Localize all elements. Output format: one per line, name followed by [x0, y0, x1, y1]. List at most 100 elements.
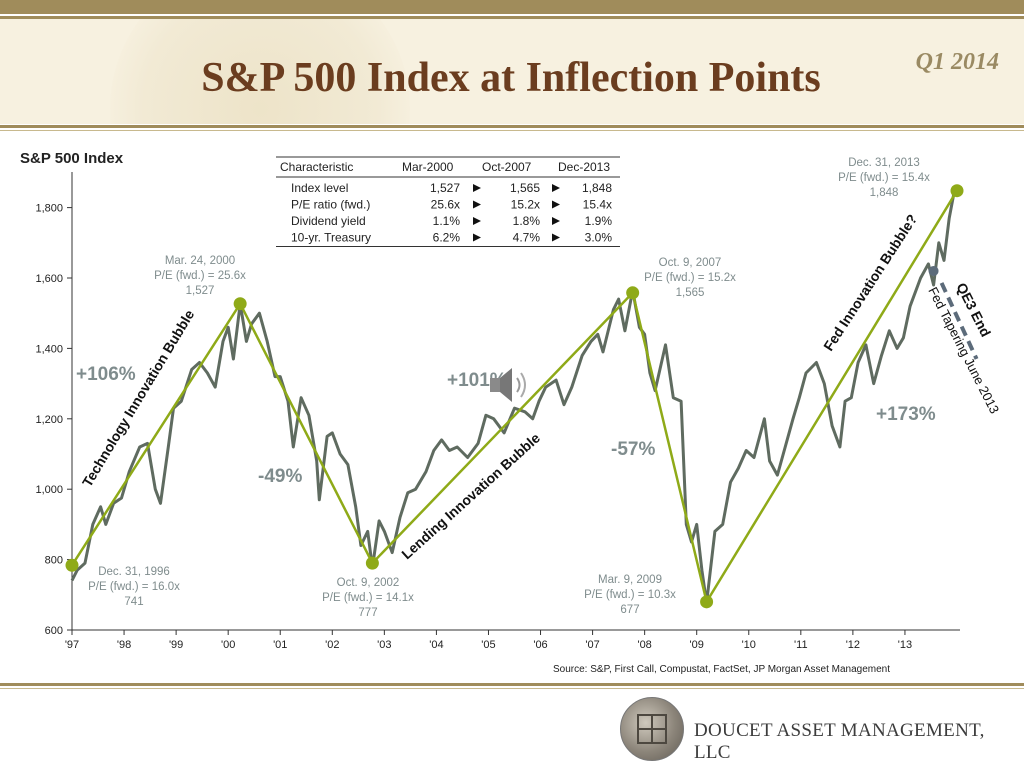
header-rule [0, 125, 1024, 128]
inflection-point-marker [65, 558, 79, 572]
x-tick-label: '09 [690, 639, 704, 651]
table-cell: 15.2x [511, 198, 540, 212]
slide-header: Q1 2014 [0, 19, 1024, 124]
table-cell: 1.1% [433, 214, 461, 228]
y-tick-label: 800 [45, 555, 63, 567]
company-coin-logo [620, 697, 684, 761]
table-arrow-icon [473, 233, 481, 242]
trend-line [70, 190, 959, 606]
inflection-point-marker [233, 297, 247, 311]
x-tick-label: '10 [742, 639, 756, 651]
table-cell: 1.9% [585, 214, 613, 228]
quarter-label: Q1 2014 [915, 49, 999, 75]
pct-49-label: -49% [258, 466, 302, 487]
table-cell: 10-yr. Treasury [291, 231, 371, 245]
table-header-characteristic: Characteristic [280, 160, 353, 174]
footer-rule [0, 683, 1024, 686]
inflection-callout-line: 1,848 [870, 187, 899, 199]
pct-173-label: +173% [876, 404, 936, 425]
inflection-callout-line: Mar. 9, 2009 [598, 574, 662, 586]
table-cell: 1.8% [513, 214, 541, 228]
table-cell: 1,848 [582, 181, 612, 195]
slide-title: S&P 500 Index at Inflection Points [0, 54, 1024, 102]
speaker-icon-body [490, 378, 500, 392]
table-cell: 25.6x [431, 198, 460, 212]
inflection-callout-line: P/E (fwd.) = 15.2x [644, 272, 736, 284]
qe3-marker-dot [928, 265, 939, 276]
x-tick-label: '05 [481, 639, 495, 651]
percent-annotations: +106% -49% +101% -57% +173% [76, 364, 936, 487]
inflection-callout-line: Mar. 24, 2000 [165, 255, 235, 267]
speaker-icon-wave [516, 377, 521, 393]
table-rows: Index level 1,527 1,565 1,848 P/E ratio (fwd… [276, 181, 620, 247]
slide-title-text: S&P 500 Index at Inflection Points [201, 55, 821, 101]
index-series [70, 190, 956, 605]
inflection-point-marker [626, 286, 640, 300]
y-tick-label: 1,400 [35, 343, 63, 355]
table-cell: 6.2% [433, 231, 461, 245]
y-tick-label: 1,800 [35, 203, 63, 215]
x-tick-label: '11 [794, 639, 808, 651]
y-axis: 600 800 1,000 1,200 1,400 1,600 1,800 [35, 172, 73, 637]
company-name: DOUCET ASSET MANAGEMENT, LLC [694, 720, 985, 763]
table-arrow-icon [552, 217, 560, 225]
chart-title: S&P 500 Index [20, 150, 124, 167]
table-cell: 4.7% [513, 231, 541, 245]
sp500-chart: S&P 500 Index 600 800 1,000 1,200 1,400 1,600… [20, 150, 1002, 675]
index-line [70, 190, 956, 605]
inflection-point-marker [365, 556, 379, 570]
inflection-callout-line: 741 [124, 596, 143, 608]
table-arrow-icon [473, 200, 481, 209]
table-cell: 1,527 [430, 181, 460, 195]
inflection-callout-line: Dec. 31, 1996 [98, 566, 170, 578]
pct-106-label: +106% [76, 364, 136, 385]
speaker-icon-wave-outer [520, 372, 526, 398]
speaker-icon-cone [500, 368, 512, 402]
x-tick-label: '97 [65, 639, 79, 651]
footer-rule-thin [0, 688, 1024, 689]
x-tick-label: '07 [585, 639, 599, 651]
table-arrow-icon [552, 200, 560, 209]
x-tick-label: '04 [429, 639, 443, 651]
top-accent-line [0, 16, 1024, 19]
inflection-callout-line: P/E (fwd.) = 16.0x [88, 581, 180, 593]
table-cell: 15.4x [583, 198, 612, 212]
x-tick-label: '02 [325, 639, 339, 651]
table-cell: 1,565 [510, 181, 540, 195]
table-cell: Index level [291, 181, 348, 195]
inflection-markers: Dec. 31, 1996 P/E (fwd.) = 16.0x 741 Mar. 2… [65, 157, 964, 619]
comparison-table: Characteristic Mar-2000 Oct-2007 Dec-201… [276, 156, 620, 247]
coin-cross-emblem [637, 714, 667, 744]
inflection-callout-line: P/E (fwd.) = 14.1x [322, 592, 414, 604]
pct-57-label: -57% [611, 439, 655, 460]
qe3-dashed-arrow [939, 282, 979, 360]
top-accent-bar [0, 0, 1024, 14]
header-watermark [110, 19, 410, 124]
x-tick-label: '13 [898, 639, 912, 651]
y-tick-label: 1,600 [35, 273, 63, 285]
table-cell: 3.0% [585, 231, 613, 245]
table-arrow-icon [473, 217, 481, 225]
table-arrow-icon [552, 184, 560, 192]
x-tick-label: '06 [533, 639, 547, 651]
x-tick-label: '01 [273, 639, 287, 651]
inflection-callout-line: 1,527 [186, 285, 215, 297]
lending-bubble-label: Lending Innovation Bubble [398, 429, 543, 562]
y-tick-label: 1,000 [35, 484, 63, 496]
x-tick-label: '08 [637, 639, 651, 651]
y-tick-label: 1,200 [35, 414, 63, 426]
x-ticks: '97 '98 '99 '00 '01 '02 '03 '04 '05 '06 '07 '08 '09 '… [65, 630, 912, 651]
table-cell: P/E ratio (fwd.) [291, 198, 370, 212]
speaker-icon[interactable] [490, 368, 526, 402]
inflection-point-marker [950, 184, 964, 198]
inflection-callout-line: Oct. 9, 2007 [659, 257, 722, 269]
table-arrow-icon [473, 184, 481, 192]
table-header-mar2000: Mar-2000 [402, 160, 454, 174]
inflection-callout-line: P/E (fwd.) = 25.6x [154, 270, 246, 282]
x-tick-label: '03 [377, 639, 391, 651]
x-tick-label: '12 [846, 639, 860, 651]
trend-series [70, 190, 959, 606]
y-ticks: 600 800 1,000 1,200 1,400 1,600 1,800 [35, 203, 72, 637]
table-arrow-icon [552, 233, 560, 242]
x-axis: '97 '98 '99 '00 '01 '02 '03 '04 '05 '06 '07 '08 '09 '… [65, 629, 960, 651]
